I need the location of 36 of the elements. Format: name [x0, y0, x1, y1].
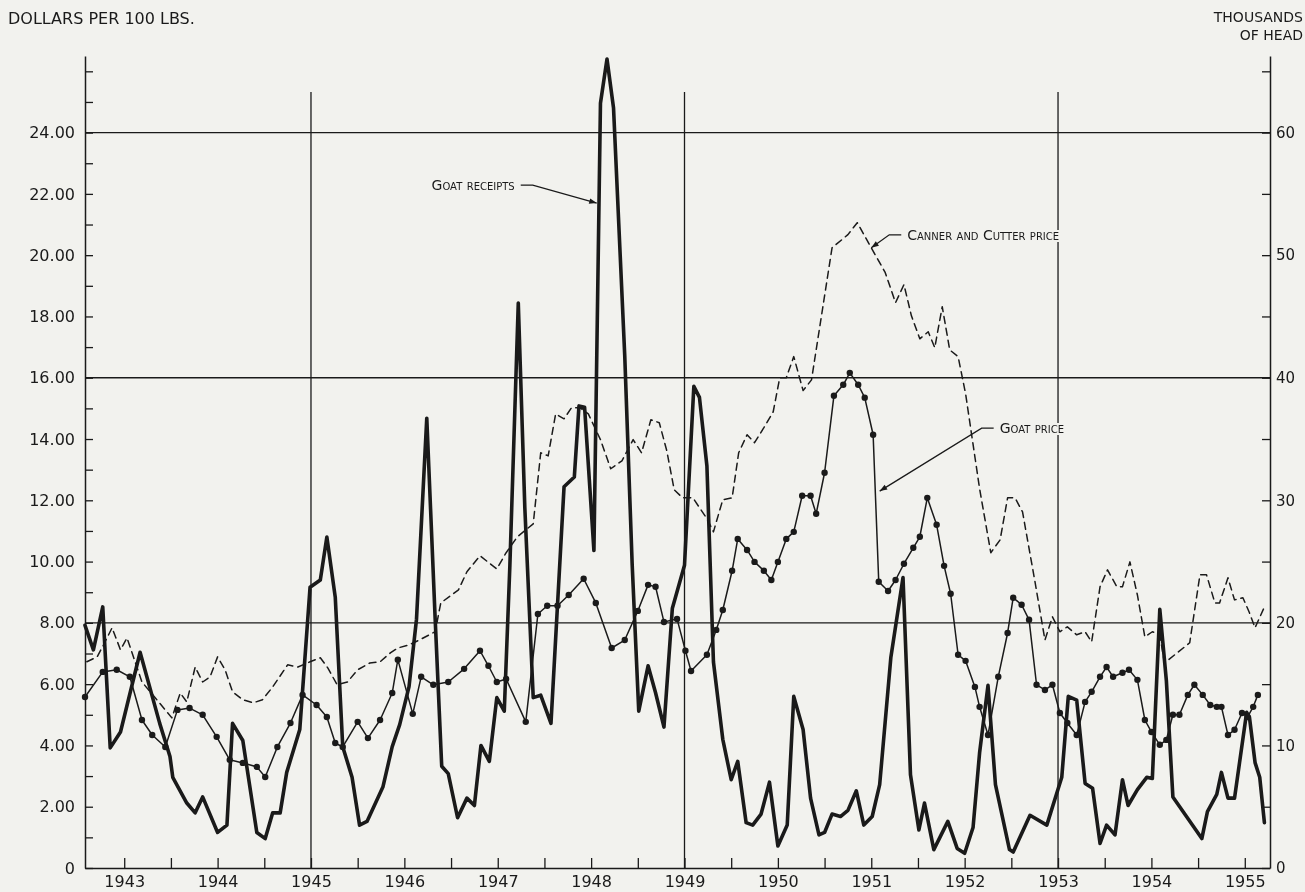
y-tick-label: 24.00 [29, 123, 75, 143]
x-tick-label: 1945 [291, 872, 332, 892]
x-tick-label: 1955 [1224, 872, 1266, 892]
y-tick-label: 16.00 [29, 368, 75, 388]
y-tick-label: 8.00 [39, 613, 75, 633]
y-tick-label: 6.00 [39, 674, 75, 694]
x-tick-label: 1946 [384, 872, 426, 892]
x-tick-label: 1951 [851, 872, 893, 892]
y-tick-label: 22.00 [29, 184, 75, 204]
x-tick-label: 1944 [197, 872, 239, 892]
x-tick-label: 1943 [104, 872, 146, 892]
x-tick-label: 1948 [571, 872, 612, 892]
y-tick-label: 4.00 [39, 736, 75, 756]
x-tick-label: 1952 [944, 872, 986, 892]
y-tick-label: 20.00 [29, 245, 75, 265]
y2-tick-label: 30 [1276, 491, 1296, 510]
y-tick-label: 10.00 [29, 552, 75, 572]
y2-tick-label: 40 [1276, 369, 1296, 388]
y-tick-label: 18.00 [29, 307, 75, 327]
x-tick-label: 1947 [477, 872, 519, 892]
annotation: Goat receipts [431, 177, 515, 194]
y-tick-label: 2.00 [39, 797, 75, 817]
x-tick-label: 1950 [758, 872, 799, 892]
x-tick-label: 1953 [1038, 872, 1079, 892]
y2-tick-label: 50 [1276, 246, 1296, 265]
y2-tick-label: 20 [1276, 614, 1296, 633]
x-tick-label: 1954 [1131, 872, 1173, 892]
y2-tick-label: 0 [1276, 859, 1286, 878]
y2-tick-label: 10 [1276, 736, 1296, 755]
x-tick-label: 1949 [664, 872, 706, 892]
y-tick-label: 14.00 [29, 429, 75, 449]
y2-tick-label: 60 [1276, 123, 1296, 142]
y2-axis-title: THOUSANDS OF HEAD [1212, 9, 1304, 43]
y-tick-label: 12.00 [29, 490, 75, 510]
y-tick-label: 0 [64, 858, 75, 878]
y-axis-title: DOLLARS PER 100 LBS. [8, 9, 195, 28]
